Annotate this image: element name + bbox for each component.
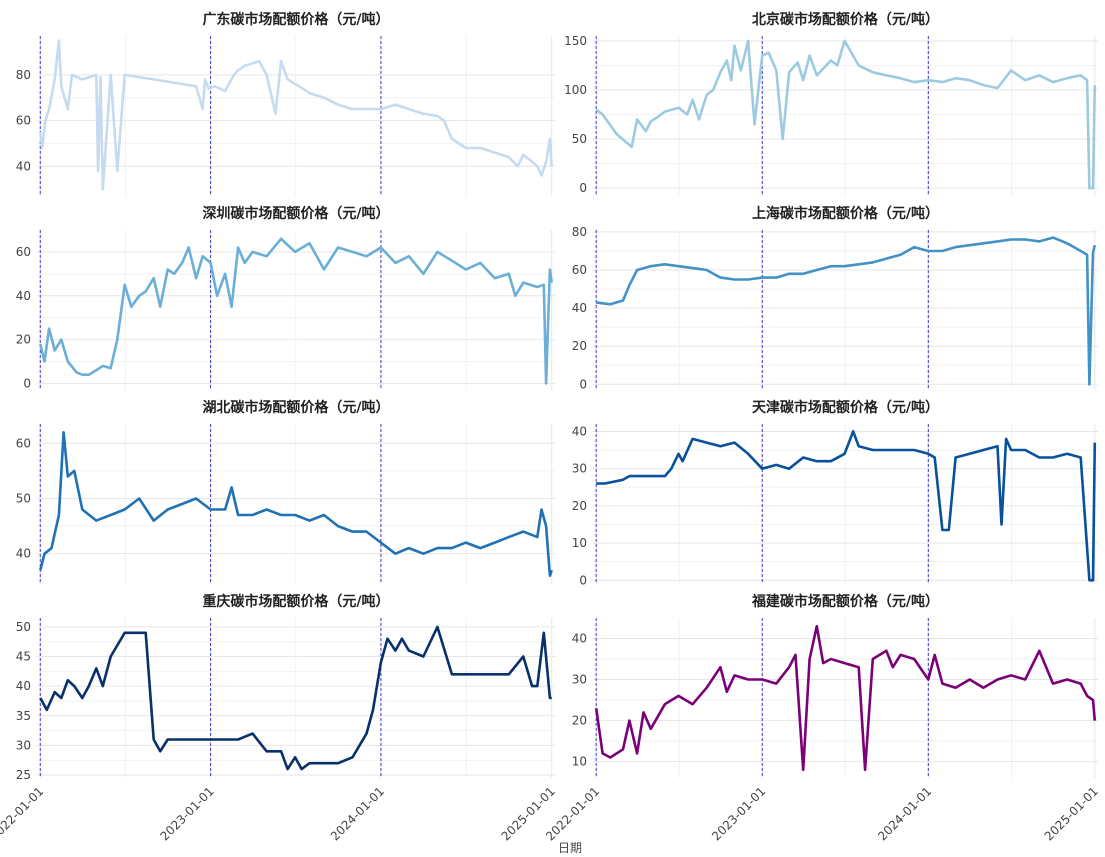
y-tick-label: 30 — [572, 673, 587, 687]
panel-title: 深圳碳市场配额价格（元/吨） — [202, 205, 389, 222]
y-tick-label: 40 — [16, 547, 31, 561]
panel-title: 广东碳市场配额价格（元/吨） — [202, 11, 389, 28]
panel-title: 福建碳市场配额价格（元/吨） — [751, 593, 939, 610]
y-tick-label: 40 — [16, 159, 31, 173]
x-tick-label: 2022-01-01 — [0, 784, 46, 843]
series-line — [594, 624, 1097, 772]
y-tick-label: 0 — [579, 377, 587, 391]
y-tick-label: 30 — [572, 462, 587, 476]
y-tick-label: 100 — [564, 83, 587, 97]
y-tick-label: 0 — [579, 573, 587, 587]
panel-2: 0 50 100 150 北京碳市场配额价格（元/吨） — [564, 11, 1098, 196]
y-tick-label: 40 — [16, 679, 31, 693]
x-tick-label: 2025-01-01 — [1042, 784, 1101, 843]
panel-title: 北京碳市场配额价格（元/吨） — [752, 11, 939, 28]
y-tick-label: 20 — [572, 499, 587, 513]
series-line — [39, 625, 552, 771]
y-tick-label: 10 — [572, 536, 587, 550]
panel-title: 天津碳市场配额价格（元/吨） — [752, 399, 939, 416]
y-tick-label: 0 — [579, 181, 587, 195]
series-line — [39, 39, 553, 191]
y-tick-label: 150 — [564, 34, 587, 48]
y-tick-label: 60 — [572, 263, 587, 277]
y-tick-label: 40 — [16, 289, 31, 303]
panel-title: 湖北碳市场配额价格（元/吨） — [202, 399, 389, 416]
y-tick-label: 40 — [572, 424, 587, 438]
series-line — [39, 237, 553, 385]
x-axis-title: 日期 — [558, 841, 582, 855]
y-tick-label: 40 — [572, 301, 587, 315]
y-tick-label: 60 — [16, 436, 31, 450]
y-tick-label: 35 — [16, 709, 31, 723]
series-line — [596, 430, 1097, 582]
y-tick-label: 80 — [572, 225, 587, 239]
x-tick-label: 2023-01-01 — [709, 784, 768, 843]
panel-7: 25 30 35 40 45 50 重庆碳市场配额价格（元/吨） 2022-01-01 2023… — [0, 593, 558, 843]
y-tick-label: 50 — [16, 620, 31, 634]
y-tick-label: 50 — [16, 491, 31, 505]
y-tick-label: 50 — [572, 132, 587, 146]
y-tick-label: 10 — [572, 755, 587, 769]
x-tick-label: 2024-01-01 — [875, 784, 934, 843]
series-line — [595, 39, 1097, 190]
y-tick-label: 80 — [16, 68, 31, 82]
panel-4: 0 20 40 60 80 上海碳市场配额价格（元/吨） — [572, 205, 1098, 391]
panel-5: 40 50 60 湖北碳市场配额价格（元/吨） — [16, 399, 555, 584]
y-tick-label: 25 — [16, 768, 31, 782]
y-tick-label: 40 — [572, 632, 587, 646]
y-tick-label: 45 — [16, 650, 31, 664]
y-tick-label: 60 — [16, 114, 31, 128]
panel-1: 40 60 80 广东碳市场配额价格（元/吨） — [16, 11, 555, 196]
y-tick-label: 20 — [572, 714, 587, 728]
panel-title: 上海碳市场配额价格（元/吨） — [752, 205, 939, 222]
series-line — [596, 236, 1097, 386]
x-tick-label: 2024-01-01 — [328, 784, 387, 843]
y-tick-label: 60 — [16, 245, 31, 259]
panel-6: 0 10 20 30 40 天津碳市场配额价格（元/吨） — [572, 399, 1098, 587]
x-tick-label: 2023-01-01 — [158, 784, 217, 843]
y-tick-label: 20 — [16, 333, 31, 347]
y-tick-label: 20 — [572, 339, 587, 353]
series-line — [39, 431, 553, 577]
y-tick-label: 0 — [23, 376, 31, 390]
y-tick-label: 30 — [16, 738, 31, 752]
panel-title: 重庆碳市场配额价格（元/吨） — [202, 593, 389, 610]
panel-3: 0 20 40 60 深圳碳市场配额价格（元/吨） — [16, 205, 555, 390]
